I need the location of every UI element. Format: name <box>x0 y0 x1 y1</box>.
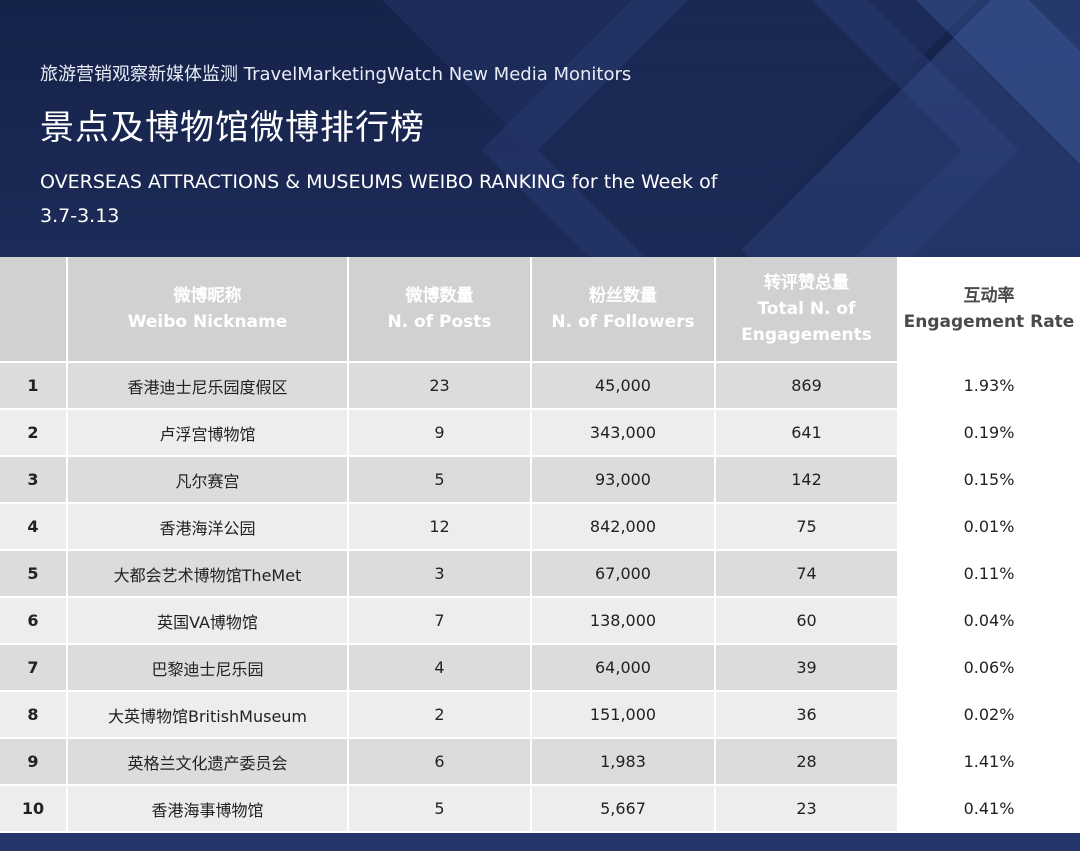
engagement-rate-cell: 0.11% <box>897 549 1080 598</box>
table-row: 6 英国VA博物馆 7 138,000 60 0.04% <box>0 596 1080 645</box>
rank-cell: 5 <box>0 549 68 598</box>
english-title: OVERSEAS ATTRACTIONS & MUSEUMS WEIBO RAN… <box>40 171 718 193</box>
followers-cell: 343,000 <box>530 408 716 457</box>
rank-cell: 9 <box>0 737 68 786</box>
followers-cell: 151,000 <box>530 690 716 739</box>
week-range: 3.7-3.13 <box>40 205 120 227</box>
header-nickname-zh: 微博昵称 <box>173 286 242 306</box>
rank-cell: 3 <box>0 455 68 504</box>
engagement-rate-cell: 0.02% <box>897 690 1080 739</box>
posts-cell: 5 <box>347 784 532 833</box>
followers-cell: 67,000 <box>530 549 716 598</box>
table-row: 8 大英博物馆BritishMuseum 2 151,000 36 0.02% <box>0 690 1080 739</box>
engagement-rate-cell: 0.04% <box>897 596 1080 645</box>
nickname-cell: 香港海洋公园 <box>66 502 349 551</box>
engagements-cell: 142 <box>714 455 899 504</box>
header-subtitle: 旅游营销观察新媒体监测 TravelMarketingWatch New Med… <box>40 64 632 85</box>
engagement-rate-cell: 0.01% <box>897 502 1080 551</box>
header-engagements-en: Total N. of Engagements <box>741 299 872 345</box>
rank-cell: 1 <box>0 361 68 410</box>
table-row: 7 巴黎迪士尼乐园 4 64,000 39 0.06% <box>0 643 1080 692</box>
page-title: 景点及博物馆微博排行榜 <box>40 108 425 148</box>
table-row: 3 凡尔赛宫 5 93,000 142 0.15% <box>0 455 1080 504</box>
header-followers-en: N. of Followers <box>551 312 695 332</box>
posts-cell: 5 <box>347 455 532 504</box>
engagements-cell: 75 <box>714 502 899 551</box>
engagements-cell: 74 <box>714 549 899 598</box>
followers-cell: 93,000 <box>530 455 716 504</box>
followers-cell: 5,667 <box>530 784 716 833</box>
followers-cell: 64,000 <box>530 643 716 692</box>
nickname-cell: 英格兰文化遗产委员会 <box>66 737 349 786</box>
rank-cell: 2 <box>0 408 68 457</box>
header-rank <box>0 257 68 362</box>
posts-cell: 2 <box>347 690 532 739</box>
header-rate-zh: 互动率 <box>963 286 1015 306</box>
rank-cell: 6 <box>0 596 68 645</box>
engagements-cell: 28 <box>714 737 899 786</box>
engagements-cell: 23 <box>714 784 899 833</box>
nickname-cell: 卢浮宫博物馆 <box>66 408 349 457</box>
header: 旅游营销观察新媒体监测 TravelMarketingWatch New Med… <box>40 60 717 233</box>
ranking-table: 微博昵称 Weibo Nickname 微博数量 N. of Posts 粉丝数… <box>0 257 1080 833</box>
header-followers-zh: 粉丝数量 <box>589 286 657 306</box>
engagement-rate-cell: 0.19% <box>897 408 1080 457</box>
table-row: 9 英格兰文化遗产委员会 6 1,983 28 1.41% <box>0 737 1080 786</box>
engagement-rate-cell: 0.41% <box>897 784 1080 833</box>
followers-cell: 138,000 <box>530 596 716 645</box>
engagement-rate-cell: 0.15% <box>897 455 1080 504</box>
followers-cell: 1,983 <box>530 737 716 786</box>
header-engagements-zh: 转评赞总量 <box>764 273 849 293</box>
engagements-cell: 39 <box>714 643 899 692</box>
engagements-cell: 36 <box>714 690 899 739</box>
table-header-row: 微博昵称 Weibo Nickname 微博数量 N. of Posts 粉丝数… <box>0 257 1080 362</box>
rank-cell: 7 <box>0 643 68 692</box>
table-row: 4 香港海洋公园 12 842,000 75 0.01% <box>0 502 1080 551</box>
followers-cell: 45,000 <box>530 361 716 410</box>
engagements-cell: 60 <box>714 596 899 645</box>
engagement-rate-cell: 1.93% <box>897 361 1080 410</box>
rank-cell: 10 <box>0 784 68 833</box>
nickname-cell: 香港海事博物馆 <box>66 784 349 833</box>
posts-cell: 9 <box>347 408 532 457</box>
followers-cell: 842,000 <box>530 502 716 551</box>
posts-cell: 3 <box>347 549 532 598</box>
header-followers: 粉丝数量 N. of Followers <box>530 257 716 362</box>
header-posts: 微博数量 N. of Posts <box>347 257 532 362</box>
engagement-rate-cell: 0.06% <box>897 643 1080 692</box>
engagement-rate-cell: 1.41% <box>897 737 1080 786</box>
posts-cell: 4 <box>347 643 532 692</box>
nickname-cell: 大英博物馆BritishMuseum <box>66 690 349 739</box>
nickname-cell: 凡尔赛宫 <box>66 455 349 504</box>
header-nickname-en: Weibo Nickname <box>127 312 288 332</box>
nickname-cell: 大都会艺术博物馆TheMet <box>66 549 349 598</box>
engagements-cell: 869 <box>714 361 899 410</box>
nickname-cell: 香港迪士尼乐园度假区 <box>66 361 349 410</box>
table-row: 5 大都会艺术博物馆TheMet 3 67,000 74 0.11% <box>0 549 1080 598</box>
posts-cell: 12 <box>347 502 532 551</box>
posts-cell: 7 <box>347 596 532 645</box>
engagements-cell: 641 <box>714 408 899 457</box>
table-row: 1 香港迪士尼乐园度假区 23 45,000 869 1.93% <box>0 361 1080 410</box>
nickname-cell: 英国VA博物馆 <box>66 596 349 645</box>
posts-cell: 6 <box>347 737 532 786</box>
header-posts-zh: 微博数量 <box>405 286 474 306</box>
table-row: 2 卢浮宫博物馆 9 343,000 641 0.19% <box>0 408 1080 457</box>
nickname-cell: 巴黎迪士尼乐园 <box>66 643 349 692</box>
table-row: 10 香港海事博物馆 5 5,667 23 0.41% <box>0 784 1080 833</box>
posts-cell: 23 <box>347 361 532 410</box>
header-posts-en: N. of Posts <box>387 312 492 332</box>
rank-cell: 4 <box>0 502 68 551</box>
rank-cell: 8 <box>0 690 68 739</box>
header-engagements: 转评赞总量 Total N. of Engagements <box>714 257 899 362</box>
header-engagement-rate: 互动率 Engagement Rate <box>897 257 1080 362</box>
header-rate-en: Engagement Rate <box>903 312 1075 332</box>
header-nickname: 微博昵称 Weibo Nickname <box>66 257 349 362</box>
